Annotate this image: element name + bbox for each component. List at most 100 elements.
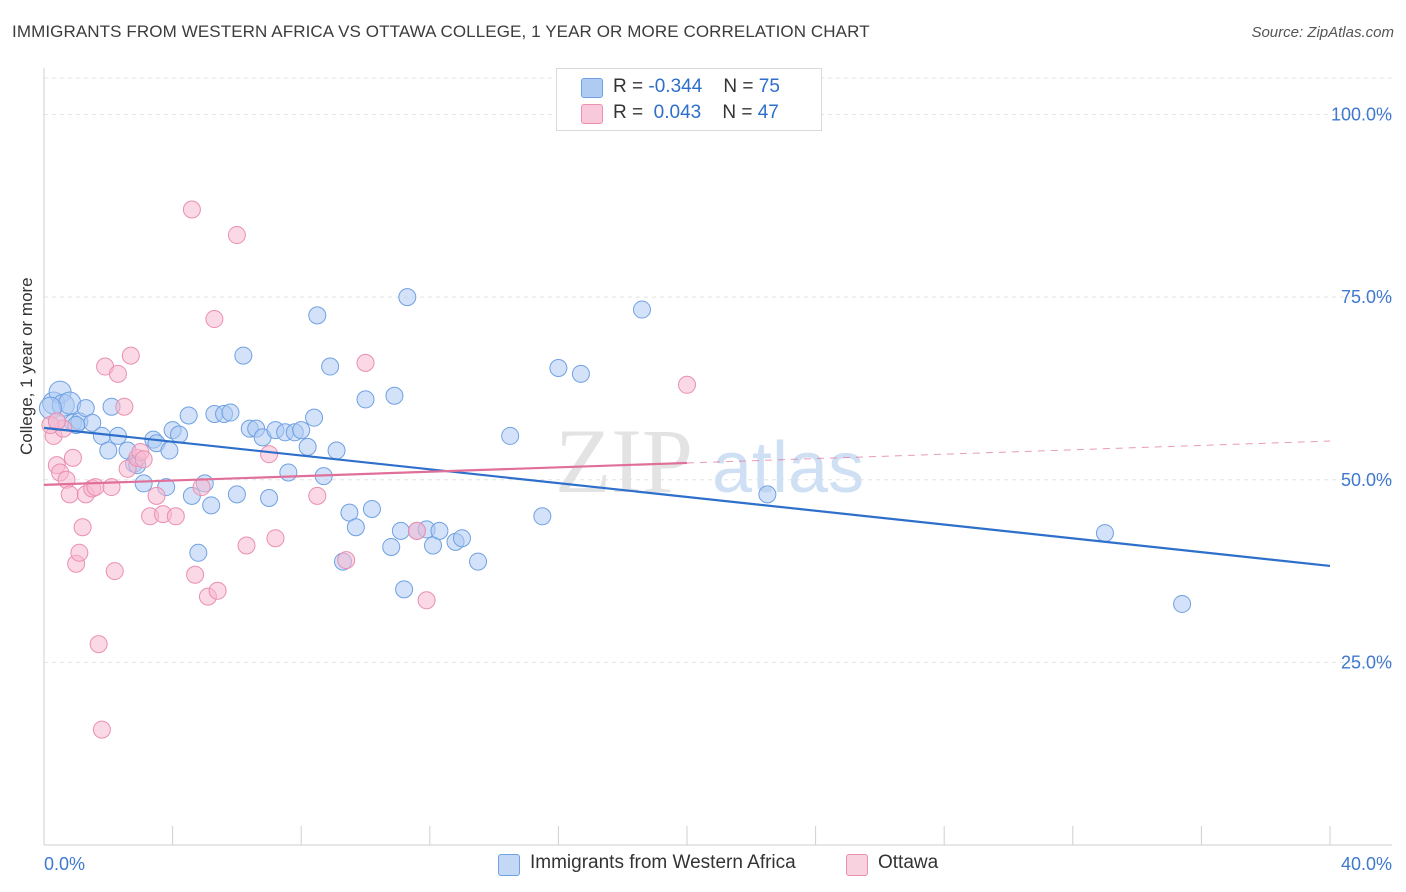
point-western-africa: [279, 463, 298, 482]
legend-swatch-blue: [498, 854, 520, 876]
point-ottawa: [356, 353, 375, 372]
legend-swatch-pink: [581, 104, 603, 124]
point-western-africa: [160, 441, 179, 460]
point-ottawa: [134, 450, 153, 469]
x-tick-label-min: 0.0%: [44, 854, 85, 874]
legend-swatch-blue: [581, 78, 603, 98]
legend-swatch-pink: [846, 854, 868, 876]
point-ottawa: [115, 397, 134, 416]
point-ottawa: [47, 412, 66, 431]
point-ottawa: [678, 375, 696, 394]
point-ottawa: [308, 486, 327, 505]
tick-labels-layer: 25.0% 50.0% 75.0% 100.0% 0.0% 40.0%: [44, 105, 1392, 874]
point-western-africa: [260, 489, 279, 508]
point-western-africa: [632, 300, 651, 319]
legend-label-ottawa: Ottawa: [878, 852, 939, 873]
point-western-africa: [398, 288, 417, 307]
r-label: R =: [613, 102, 644, 123]
point-western-africa: [170, 425, 189, 444]
point-ottawa: [166, 507, 185, 526]
trend-layer: [43, 426, 1331, 568]
point-ottawa: [260, 445, 279, 464]
y-tick-label: 25.0%: [1341, 652, 1392, 672]
axes-layer: [43, 68, 1392, 846]
point-ottawa: [182, 200, 201, 219]
trend-line-ottawa: [43, 461, 688, 486]
point-western-africa: [571, 364, 590, 383]
point-ottawa: [266, 529, 285, 548]
point-western-africa: [533, 507, 552, 526]
n-label: N =: [723, 76, 754, 97]
point-western-africa: [202, 496, 221, 515]
n-label: N =: [722, 102, 753, 123]
point-western-africa: [1173, 594, 1192, 613]
point-ottawa: [63, 448, 82, 467]
y-tick-label: 75.0%: [1341, 287, 1392, 307]
point-ottawa: [417, 591, 436, 610]
point-western-africa: [1095, 524, 1114, 543]
trend-line-ottawa-extension: [686, 440, 1331, 464]
point-western-africa: [298, 437, 317, 456]
point-ottawa: [60, 485, 79, 504]
point-western-africa: [308, 306, 327, 325]
point-western-africa: [346, 518, 365, 537]
r-value: -0.344: [648, 76, 703, 97]
point-ottawa: [105, 562, 124, 581]
point-western-africa: [430, 521, 449, 540]
point-western-africa: [327, 441, 346, 460]
point-ottawa: [108, 364, 127, 383]
point-western-africa: [395, 580, 414, 599]
point-western-africa: [452, 529, 471, 548]
point-western-africa: [305, 408, 324, 427]
n-value: 75: [758, 76, 780, 97]
r-value: 0.043: [653, 102, 702, 123]
y-tick-label: 50.0%: [1341, 470, 1392, 490]
point-ottawa: [208, 581, 227, 600]
n-value: 47: [757, 102, 779, 123]
point-western-africa: [179, 406, 198, 425]
point-ottawa: [86, 478, 105, 497]
point-ottawa: [237, 536, 256, 555]
point-western-africa: [134, 474, 153, 493]
point-western-africa: [234, 346, 253, 365]
chart-title: IMMIGRANTS FROM WESTERN AFRICA VS OTTAWA…: [12, 22, 870, 41]
point-ottawa: [121, 346, 140, 365]
point-ottawa: [73, 518, 92, 537]
point-ottawa: [92, 720, 111, 739]
point-western-africa: [382, 537, 401, 556]
watermark-zip: ZIP: [555, 410, 693, 512]
legend-label-western-africa: Immigrants from Western Africa: [530, 852, 796, 873]
point-western-africa: [385, 386, 404, 405]
point-ottawa: [227, 226, 246, 245]
point-western-africa: [469, 552, 488, 571]
point-ottawa: [57, 470, 76, 489]
y-axis-label: College, 1 year or more: [17, 277, 36, 455]
point-western-africa: [362, 499, 381, 518]
point-ottawa: [70, 543, 89, 562]
point-western-africa: [221, 403, 240, 422]
y-tick-label: 100.0%: [1331, 105, 1392, 125]
r-label: R =: [613, 76, 644, 97]
legend-stats-western-africa: R = -0.344 N = 75: [613, 76, 780, 98]
point-western-africa: [501, 426, 520, 445]
point-western-africa: [227, 485, 246, 504]
point-western-africa: [321, 357, 340, 376]
point-western-africa: [758, 485, 777, 504]
point-ottawa: [192, 478, 211, 497]
point-western-africa: [549, 358, 568, 377]
point-western-africa: [391, 521, 410, 540]
correlation-legend: R = -0.344 N = 75 R = 0.043 N = 47: [556, 68, 822, 131]
point-ottawa: [186, 565, 205, 584]
trend-line-western-africa: [43, 426, 1331, 568]
point-ottawa: [147, 486, 166, 505]
point-ottawa: [89, 635, 108, 654]
source-label: Source: ZipAtlas.com: [1251, 24, 1394, 41]
point-western-africa: [189, 543, 208, 562]
point-western-africa: [356, 390, 375, 409]
point-western-africa: [292, 421, 311, 440]
grid-layer: [44, 77, 1392, 663]
legend-stats-ottawa: R = 0.043 N = 47: [613, 102, 779, 124]
point-ottawa: [102, 478, 121, 497]
point-ottawa: [337, 551, 356, 570]
